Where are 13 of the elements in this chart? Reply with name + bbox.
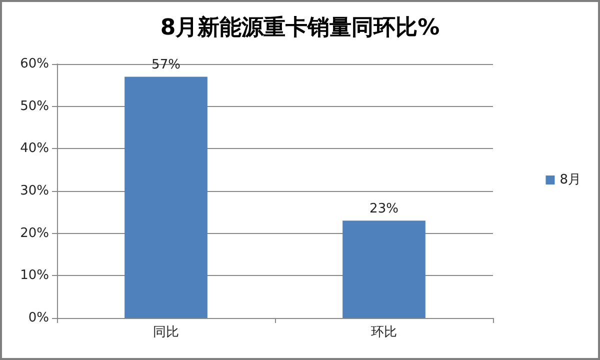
- y-tick-label: 10%: [20, 268, 49, 284]
- x-tick-label: 同比: [153, 325, 179, 340]
- x-tick-label: 环比: [371, 325, 397, 340]
- legend-label: 8月: [560, 172, 582, 188]
- data-label: 57%: [152, 58, 180, 73]
- chart-title: 8月新能源重卡销量同环比%: [160, 14, 440, 40]
- y-tick-label: 20%: [20, 226, 49, 241]
- y-tick-label: 50%: [20, 98, 49, 114]
- y-tick-label: 60%: [20, 56, 49, 72]
- y-tick-label: 40%: [20, 141, 49, 156]
- data-label: 23%: [370, 202, 398, 217]
- y-tick-label: 0%: [28, 310, 49, 326]
- y-tick-label: 30%: [20, 184, 49, 198]
